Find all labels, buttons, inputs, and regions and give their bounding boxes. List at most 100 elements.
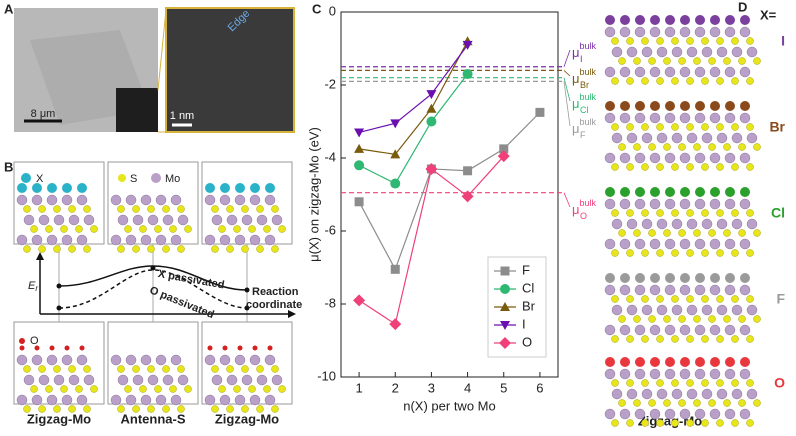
edge-atom [620,101,630,111]
s-atom [671,123,679,131]
s-atom [686,379,694,387]
mo-atom [664,238,676,250]
s-atom [746,295,754,303]
mo-atom [125,354,137,366]
marker [499,337,511,349]
legend-atom [118,174,126,182]
energy-symbol: E [28,280,36,292]
legend-label: Br [522,298,536,313]
mo-atom [162,374,174,386]
s-atom [132,245,140,253]
edge-atom [740,357,750,367]
mo-atom [656,218,668,230]
mo-atom [249,354,261,366]
curve-label: O passivated [148,284,216,321]
s-atom [753,143,761,151]
mo-atom [694,368,706,380]
state-dot [244,305,250,311]
s-atom [708,229,716,237]
s-atom [738,315,746,323]
s-atom [716,209,724,217]
marker [461,190,474,203]
s-atom [611,123,619,131]
edge-atom [635,187,645,197]
mo-atom [132,374,144,386]
mo-atom [709,238,721,250]
subscript: O [580,211,587,221]
s-atom [641,123,649,131]
s-atom [663,399,671,407]
mo-atom [664,26,676,38]
mo-atom [634,112,646,124]
mo-atom [716,218,728,230]
s-atom [241,405,249,413]
s-atom [648,399,656,407]
mo-atom [634,284,646,296]
edge-atom [665,101,675,111]
mo-atom [709,368,721,380]
x-tick-label: 3 [428,380,435,395]
s-atom [716,379,724,387]
s-atom [139,225,147,233]
edge-atom [620,273,630,283]
s-atom [218,385,226,393]
s-atom [169,225,177,233]
s-atom [693,229,701,237]
s-atom [723,399,731,407]
mo-atom [249,394,261,406]
marker [354,197,364,207]
mo-atom [264,354,276,366]
edge-atom [605,273,615,283]
mo-atom [664,368,676,380]
element-label: Cl [771,205,785,221]
s-atom [678,143,686,151]
mo-atom [226,214,238,226]
s-atom [147,365,155,373]
s-atom [648,315,656,323]
state-dot [150,265,156,271]
s-atom [162,405,170,413]
s-atom [211,205,219,213]
edge-atom [665,187,675,197]
mo-atom [731,218,743,230]
s-atom [701,295,709,303]
x-tick-label: 2 [392,380,399,395]
mo-atom [679,408,691,420]
mo-atom [656,132,668,144]
mo-atom [23,374,35,386]
mo-atom [716,304,728,316]
mo-atom [170,394,182,406]
edge-atom [635,357,645,367]
s-atom [671,77,679,85]
mo-atom [739,238,751,250]
edge-atom [620,15,630,25]
edge-atom [740,101,750,111]
s-atom [169,385,177,393]
s-atom [641,37,649,45]
s-atom [68,245,76,253]
s-atom [53,245,61,253]
s-atom [731,419,739,427]
s-atom [611,37,619,45]
mo-atom [686,218,698,230]
s-atom [263,385,271,393]
s-atom [177,245,185,253]
subscript: F [580,130,586,140]
s-atom [38,205,46,213]
s-atom [716,37,724,45]
s-atom [53,205,61,213]
mo-atom [38,214,50,226]
mo-atom [204,194,216,206]
edge-atom [605,187,615,197]
x-axis-title: n(X) per two Mo [403,398,495,413]
panel-letter: B [4,159,13,174]
mo-atom [117,374,129,386]
mo-atom [147,214,159,226]
s-atom [90,385,98,393]
mo-atom [701,46,713,58]
mo-atom [117,214,129,226]
mo-atom [739,198,751,210]
mo-atom [626,388,638,400]
mo-atom [701,132,713,144]
s-atom [117,365,125,373]
